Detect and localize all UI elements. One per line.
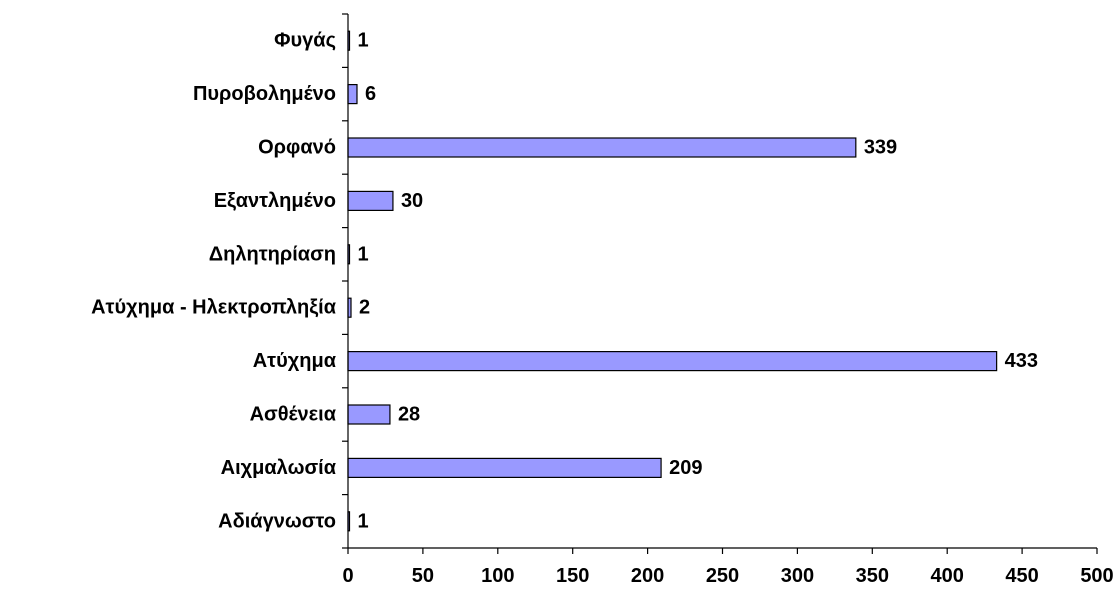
bar [347, 404, 391, 425]
x-tick-label: 200 [631, 565, 664, 587]
bar [347, 190, 394, 211]
x-tick-label: 250 [706, 565, 739, 587]
value-label: 433 [1005, 350, 1038, 372]
value-label: 30 [401, 190, 423, 212]
x-tick-label: 150 [556, 565, 589, 587]
category-label: Εξαντλημένο [214, 190, 336, 212]
x-tick-label: 500 [1080, 565, 1113, 587]
value-label: 1 [357, 243, 368, 265]
bar [347, 137, 857, 158]
value-label: 1 [357, 30, 368, 52]
x-tick-label: 450 [1005, 565, 1038, 587]
value-label: 28 [398, 404, 420, 426]
value-label: 1 [357, 510, 368, 532]
category-label: Πυροβολημένο [193, 83, 336, 105]
value-label: 2 [359, 297, 370, 319]
category-label: Ορφανό [258, 137, 336, 159]
category-label: Αιχμαλωσία [221, 457, 337, 479]
value-label: 209 [669, 457, 702, 479]
x-tick-label: 300 [781, 565, 814, 587]
value-label: 339 [864, 137, 897, 159]
ticks-group [342, 13, 1098, 554]
x-tick-label: 350 [856, 565, 889, 587]
bars-group [347, 30, 998, 532]
x-tick-label: 50 [412, 565, 434, 587]
bar [347, 351, 998, 372]
category-label: Δηλητηρίαση [209, 243, 336, 265]
category-label: Ασθένεια [250, 404, 337, 426]
category-label: Ατύχημα [253, 350, 337, 372]
value-label: 6 [365, 83, 376, 105]
category-label: Ατύχημα - Ηλεκτροπληξία [91, 297, 337, 319]
bar [347, 83, 358, 105]
labels-group: Αδιάγνωστο 1 Αιχμαλωσία 209 Ασθένεια 28 Ατύχημ… [91, 30, 1114, 587]
bar [347, 457, 662, 478]
x-tick-label: 0 [342, 565, 353, 587]
x-tick-label: 400 [931, 565, 964, 587]
category-label: Αδιάγνωστο [218, 510, 336, 532]
x-tick-label: 100 [481, 565, 514, 587]
category-label: Φυγάς [274, 30, 336, 52]
